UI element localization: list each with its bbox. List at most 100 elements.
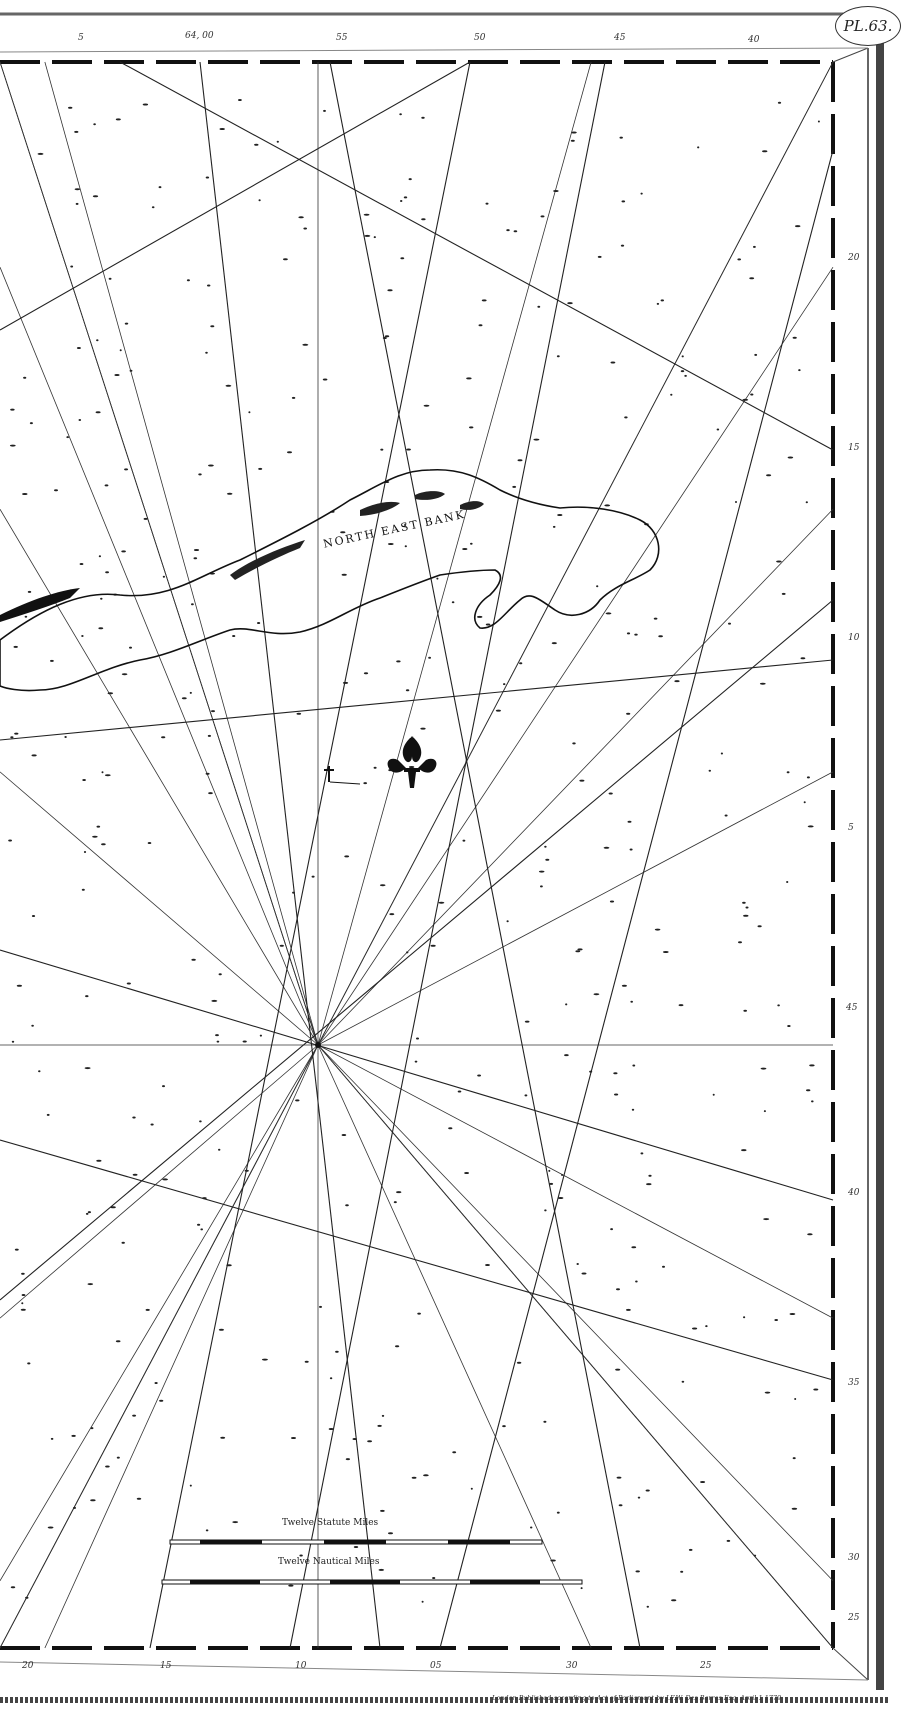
- sounding-mark: [754, 353, 758, 356]
- sounding-mark: [716, 428, 720, 431]
- sounding-mark: [451, 601, 455, 604]
- rhumb-line: [317, 508, 834, 1046]
- sounding-mark: [341, 573, 347, 576]
- sounding-mark: [593, 993, 600, 996]
- sounding-mark: [162, 575, 165, 578]
- sounding-mark: [395, 1345, 400, 1348]
- sounding-mark: [211, 999, 218, 1002]
- top-scale-label: 45: [613, 33, 626, 43]
- sounding-mark: [817, 120, 820, 123]
- sounding-mark: [557, 1197, 564, 1199]
- sounding-mark: [811, 1100, 814, 1103]
- sounding-mark: [11, 1040, 15, 1043]
- sounding-mark: [10, 736, 14, 739]
- sounding-mark: [428, 656, 431, 659]
- sounding-mark: [363, 782, 368, 785]
- sounding-mark: [232, 635, 236, 637]
- sounding-mark: [807, 1233, 813, 1236]
- sounding-mark: [627, 820, 632, 823]
- rhumb-line: [0, 61, 319, 1046]
- sounding-mark: [31, 754, 37, 757]
- sounding-mark: [389, 913, 395, 916]
- sounding-mark: [207, 734, 211, 737]
- sounding-mark: [215, 1034, 219, 1037]
- sounding-mark: [340, 531, 346, 534]
- sounding-mark: [462, 839, 466, 842]
- sounding-mark: [367, 1440, 372, 1443]
- sounding-mark: [791, 1507, 798, 1510]
- sounding-mark: [743, 1009, 747, 1012]
- sounding-mark: [537, 305, 541, 308]
- sounding-mark: [104, 774, 111, 777]
- sounding-mark: [205, 176, 210, 179]
- sounding-mark: [681, 355, 684, 358]
- sounding-mark: [678, 1004, 684, 1007]
- scale-title-nautical: Twelve Nautical Miles: [278, 1557, 380, 1567]
- sounding-mark: [124, 322, 129, 325]
- sounding-mark: [432, 1577, 436, 1579]
- sounding-mark: [119, 349, 122, 352]
- sounding-mark: [162, 1085, 165, 1088]
- sounding-mark: [159, 1399, 164, 1402]
- sounding-mark: [760, 1067, 767, 1070]
- sounding-mark: [766, 474, 772, 477]
- sounding-mark: [276, 140, 279, 143]
- sounding-mark: [145, 1308, 150, 1311]
- sounding-mark: [87, 1211, 91, 1214]
- top-scale-label: 5: [78, 33, 84, 43]
- rhumb-line: [317, 1044, 592, 1649]
- sounding-mark: [466, 377, 472, 380]
- sounding-mark: [132, 1414, 137, 1417]
- sounding-mark: [90, 1499, 96, 1502]
- sounding-mark: [193, 557, 198, 560]
- sounding-mark: [516, 1361, 522, 1364]
- sounding-mark: [648, 1174, 652, 1177]
- sounding-mark: [557, 514, 563, 516]
- sounding-mark: [631, 1108, 635, 1111]
- sounding-mark: [620, 244, 625, 247]
- sounding-mark: [373, 766, 377, 769]
- sounding-mark: [162, 1178, 169, 1181]
- sounding-mark: [208, 792, 213, 795]
- sounding-mark: [328, 1428, 334, 1430]
- sounding-mark: [753, 245, 756, 248]
- sounding-mark: [411, 1476, 417, 1479]
- sounding-mark: [110, 1206, 116, 1209]
- sounding-mark: [31, 915, 36, 917]
- sounding-mark: [646, 1183, 652, 1186]
- sounding-mark: [503, 683, 506, 686]
- sounding-mark: [438, 901, 445, 904]
- sounding-mark: [353, 1546, 359, 1548]
- sounding-mark: [382, 337, 387, 339]
- sounding-mark: [225, 384, 232, 387]
- sounding-mark: [218, 1328, 224, 1331]
- sounding-mark: [150, 1123, 154, 1126]
- sounding-mark: [98, 627, 104, 630]
- sounding-mark: [653, 617, 658, 620]
- sounding-mark: [219, 128, 225, 130]
- sounding-mark: [93, 123, 96, 126]
- sounding-mark: [132, 1116, 136, 1119]
- rhumb-line: [317, 61, 834, 1046]
- sounding-mark: [295, 1099, 300, 1102]
- sounding-mark: [71, 1434, 76, 1437]
- sounding-mark: [640, 192, 643, 195]
- sounding-mark: [581, 1272, 587, 1275]
- sounding-mark: [753, 1554, 757, 1557]
- sounding-mark: [161, 736, 166, 739]
- bottom-scale-label: 05: [430, 1661, 442, 1671]
- sounding-mark: [323, 109, 326, 112]
- sounding-mark: [742, 398, 749, 401]
- sounding-mark: [662, 951, 669, 953]
- sounding-mark: [540, 215, 545, 218]
- sounding-mark: [781, 592, 786, 595]
- sounding-mark: [538, 870, 545, 873]
- sounding-mark: [533, 438, 540, 441]
- sounding-mark: [553, 190, 559, 192]
- sounding-mark: [299, 1554, 303, 1557]
- sounding-mark: [342, 681, 349, 684]
- sounding-mark: [470, 542, 473, 545]
- sounding-mark: [743, 914, 749, 917]
- sounding-mark: [291, 1437, 296, 1439]
- sounding-mark: [292, 891, 295, 894]
